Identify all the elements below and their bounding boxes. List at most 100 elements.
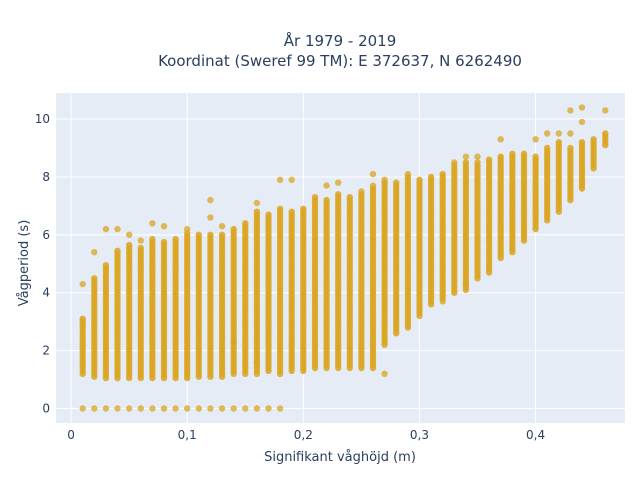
data-point	[137, 405, 144, 412]
data-point	[462, 280, 470, 288]
y-axis-title: Vågperiod (s)	[17, 220, 32, 307]
data-point	[602, 130, 609, 137]
data-point	[149, 236, 156, 243]
x-tick-label: 0,2	[294, 428, 313, 442]
data-point	[276, 205, 284, 212]
data-point	[323, 182, 330, 189]
data-point	[253, 208, 261, 215]
x-axis-title: Signifikant våghöjd (m)	[264, 450, 416, 465]
data-point	[485, 156, 493, 163]
data-point	[207, 214, 214, 221]
data-point	[346, 194, 353, 201]
data-point	[230, 338, 237, 346]
data-point	[160, 223, 168, 230]
data-point	[311, 194, 319, 201]
data-point	[102, 225, 110, 233]
x-axis-ticks: 0 0,1 0,2 0,3 0,4	[67, 428, 545, 442]
data-point	[462, 153, 470, 160]
data-point	[567, 107, 574, 114]
y-tick-label: 10	[35, 112, 50, 126]
y-tick-label: 2	[42, 344, 50, 358]
data-point	[253, 359, 261, 366]
data-point	[335, 191, 342, 198]
y-axis-ticks: 0 2 4 6 8 10	[35, 112, 50, 415]
y-tick-label: 4	[42, 286, 50, 300]
data-point	[602, 107, 609, 114]
data-point	[276, 405, 284, 412]
x-tick-label: 0,4	[526, 428, 545, 442]
data-point	[567, 144, 574, 152]
data-point	[578, 118, 586, 126]
y-tick-label: 8	[42, 170, 50, 184]
data-point	[160, 405, 168, 412]
data-point	[79, 405, 86, 412]
data-point	[288, 176, 295, 183]
data-point	[404, 170, 412, 178]
data-point	[149, 405, 156, 412]
data-point	[532, 153, 539, 160]
data-point	[102, 405, 110, 412]
data-point	[532, 136, 539, 143]
data-point	[323, 196, 330, 204]
data-point	[242, 405, 249, 412]
data-point	[160, 238, 168, 246]
data-point	[276, 176, 284, 183]
data-point	[230, 405, 237, 412]
data-point	[207, 196, 214, 204]
data-point	[172, 236, 179, 243]
data-point	[358, 188, 365, 195]
data-point	[497, 153, 504, 160]
data-point	[590, 136, 597, 143]
data-point	[242, 220, 249, 227]
data-point	[218, 405, 226, 412]
data-point	[462, 159, 470, 166]
data-point	[439, 170, 446, 178]
data-point	[265, 211, 272, 218]
data-point	[91, 405, 98, 412]
data-point	[253, 199, 261, 207]
data-point	[300, 205, 307, 212]
data-points	[79, 104, 609, 412]
y-tick-label: 0	[42, 402, 50, 416]
data-point	[114, 225, 121, 233]
data-point	[474, 153, 481, 160]
data-point	[544, 130, 551, 137]
data-point	[184, 225, 191, 233]
data-point	[520, 150, 528, 157]
data-point	[555, 130, 562, 137]
data-point	[230, 225, 237, 233]
data-point	[126, 231, 133, 238]
data-point	[218, 231, 226, 238]
data-point	[381, 176, 388, 183]
data-point	[79, 280, 86, 288]
data-point	[578, 139, 586, 146]
data-point	[288, 208, 295, 215]
data-point	[253, 405, 261, 412]
data-point	[509, 150, 516, 157]
data-point	[184, 405, 191, 412]
data-point	[91, 249, 98, 256]
data-point	[149, 220, 156, 227]
data-point	[172, 405, 179, 412]
data-point	[218, 223, 226, 230]
x-tick-label: 0,3	[410, 428, 429, 442]
data-point	[91, 275, 98, 282]
data-point	[544, 144, 551, 152]
data-point	[265, 405, 272, 412]
data-point	[114, 247, 121, 254]
data-point	[207, 405, 214, 412]
data-point	[381, 370, 388, 377]
data-point	[555, 139, 562, 146]
x-tick-label: 0,1	[178, 428, 197, 442]
chart-title-line-1: År 1979 - 2019	[284, 31, 397, 50]
data-point	[497, 136, 504, 143]
x-tick-label: 0	[67, 428, 75, 442]
data-point	[137, 237, 144, 244]
data-point	[474, 159, 481, 166]
data-point	[126, 405, 133, 412]
data-point	[393, 179, 400, 186]
data-point	[427, 173, 435, 181]
data-point	[369, 170, 377, 178]
data-point	[335, 179, 342, 186]
